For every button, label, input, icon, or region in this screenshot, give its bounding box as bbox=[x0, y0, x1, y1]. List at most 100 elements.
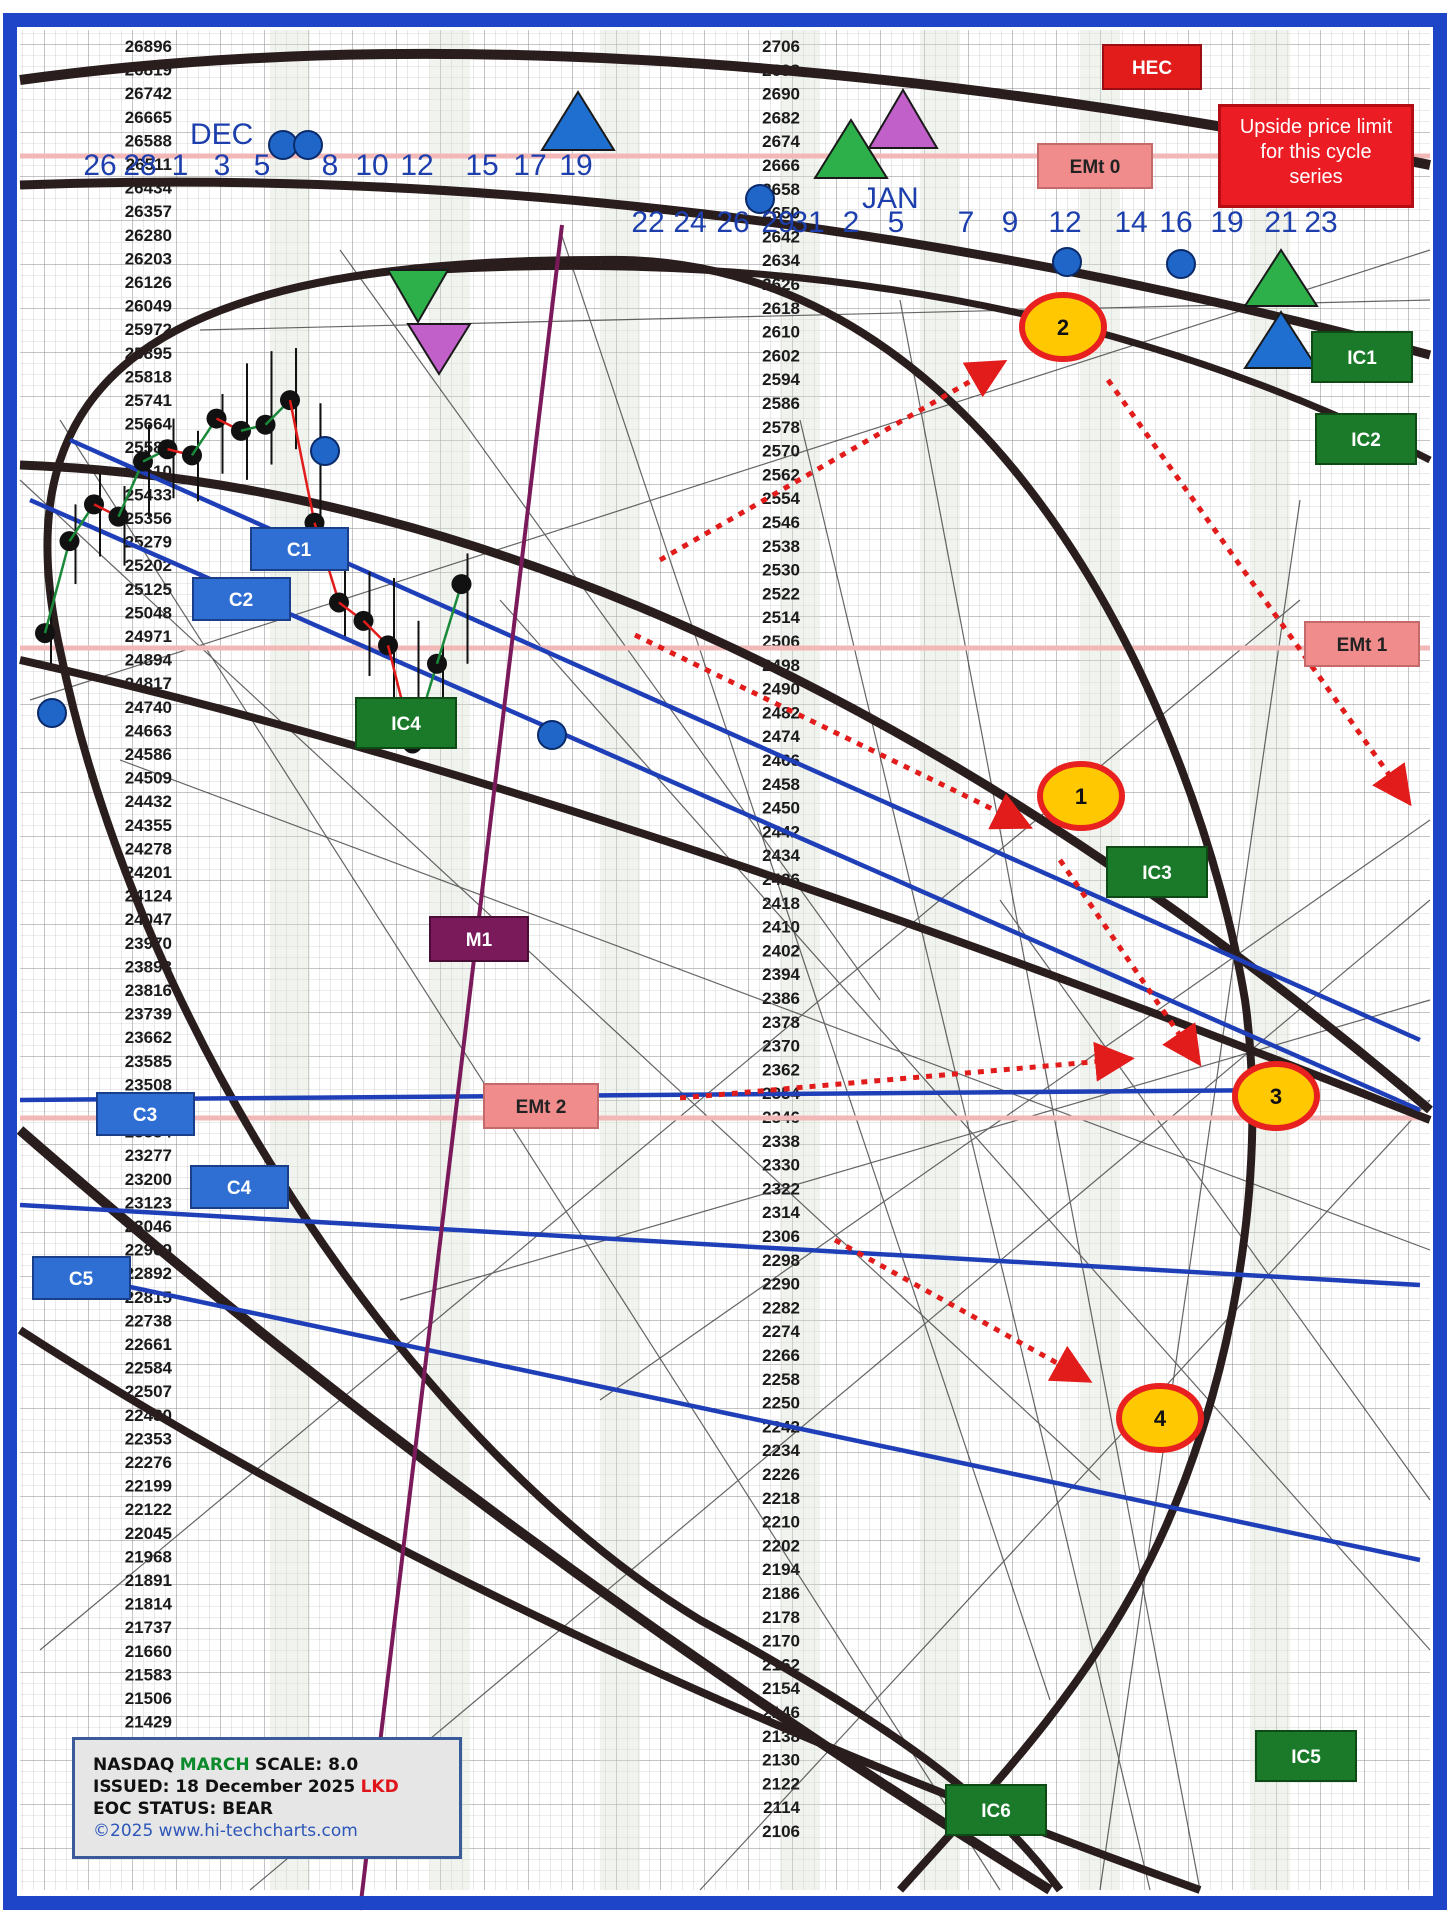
dot bbox=[37, 698, 67, 728]
info-issued: ISSUED: 18 December 2025 bbox=[93, 1777, 356, 1797]
price-tick-label: 23816 bbox=[125, 981, 172, 1000]
price-tick-label: 2194 bbox=[762, 1560, 800, 1579]
price-tick-label: 2586 bbox=[762, 394, 800, 413]
price-tick-label: 24740 bbox=[125, 698, 172, 717]
info-contract: MARCH bbox=[179, 1755, 250, 1775]
arc-ic6 bbox=[16, 1126, 1053, 1895]
price-tick-label: 25741 bbox=[125, 391, 172, 410]
date-label: 10 bbox=[355, 149, 388, 182]
markers: 2 1 3 4 bbox=[1019, 292, 1320, 1453]
bar-close bbox=[451, 574, 472, 595]
price-tick-label: 2434 bbox=[762, 846, 800, 865]
price-tick-label: 23277 bbox=[125, 1146, 172, 1165]
svg-text:EMt 2: EMt 2 bbox=[516, 1097, 567, 1118]
svg-text:C1: C1 bbox=[287, 540, 312, 561]
svg-text:C3: C3 bbox=[133, 1105, 157, 1126]
label-hec: HEC bbox=[1102, 44, 1202, 90]
price-tick-label: 2210 bbox=[762, 1513, 800, 1532]
price-tick-label: 25664 bbox=[125, 415, 173, 434]
price-tick-label: 22276 bbox=[125, 1453, 172, 1472]
grid bbox=[20, 30, 1430, 1890]
price-tick-label: 23200 bbox=[125, 1170, 172, 1189]
price-tick-label: 26665 bbox=[125, 108, 172, 127]
price-tick-label: 2330 bbox=[762, 1156, 800, 1175]
svg-text:EMt 0: EMt 0 bbox=[1070, 157, 1121, 178]
date-label: 23 bbox=[1304, 206, 1337, 239]
price-tick-label: 2682 bbox=[762, 108, 800, 127]
c4-line bbox=[19, 1202, 1421, 1288]
price-tick-label: 2282 bbox=[762, 1298, 800, 1317]
price-tick-label: 21583 bbox=[125, 1665, 172, 1684]
svg-text:IC5: IC5 bbox=[1291, 1747, 1321, 1768]
dot bbox=[745, 184, 775, 214]
date-label: 3 bbox=[214, 149, 231, 182]
date-label: 15 bbox=[465, 149, 498, 182]
price-tick-label: 2298 bbox=[762, 1251, 800, 1270]
dot bbox=[268, 130, 298, 160]
price-tick-label: 2562 bbox=[762, 465, 800, 484]
price-tick-label: 2250 bbox=[762, 1394, 800, 1413]
price-segment bbox=[288, 399, 316, 524]
label-c2: C2 bbox=[192, 577, 291, 621]
price-tick-label: 2186 bbox=[762, 1584, 800, 1603]
marker-4: 4 bbox=[1116, 1383, 1204, 1453]
label-ic1: IC1 bbox=[1311, 331, 1413, 383]
price-tick-label: 22122 bbox=[125, 1500, 172, 1519]
price-tick-label: 2178 bbox=[762, 1608, 800, 1627]
price-tick-label: 2554 bbox=[762, 489, 800, 508]
price-tick-label: 2170 bbox=[762, 1632, 800, 1651]
info-copyright: ©2025 www.hi-techcharts.com bbox=[93, 1821, 358, 1841]
svg-text:4: 4 bbox=[1154, 1406, 1167, 1431]
price-tick-label: 2234 bbox=[762, 1441, 800, 1460]
price-tick-label: 24278 bbox=[125, 839, 172, 858]
date-label: 9 bbox=[1002, 206, 1019, 239]
date-label: 12 bbox=[400, 149, 433, 182]
date-label: 26 bbox=[716, 206, 749, 239]
price-tick-label: 25202 bbox=[125, 556, 172, 575]
price-tick-label: 25279 bbox=[125, 533, 172, 552]
price-tick-label: 25972 bbox=[125, 320, 172, 339]
price-tick-label: 22584 bbox=[125, 1359, 173, 1378]
price-tick-label: 26511 bbox=[126, 155, 172, 174]
price-tick-label: 2362 bbox=[762, 1060, 800, 1079]
frame bbox=[3, 13, 1447, 1910]
info-scale: SCALE: 8.0 bbox=[255, 1755, 359, 1775]
c3-line bbox=[19, 1087, 1281, 1103]
price-segment bbox=[117, 460, 145, 518]
price-tick-label: 26896 bbox=[125, 37, 172, 56]
arc-ic2 bbox=[439, 262, 1432, 464]
dot bbox=[537, 720, 567, 750]
price-tick-label: 2602 bbox=[762, 346, 800, 365]
svg-text:EMt 1: EMt 1 bbox=[1337, 635, 1388, 656]
arc-ic1 bbox=[19, 177, 1432, 360]
price-tick-label: 24355 bbox=[125, 816, 172, 835]
price-tick-label: 2482 bbox=[762, 703, 800, 722]
price-tick-label: 2594 bbox=[762, 370, 800, 389]
marker-3: 3 bbox=[1232, 1061, 1320, 1131]
price-tick-label: 21429 bbox=[125, 1713, 172, 1732]
info-eoc: EOC STATUS: BEAR bbox=[93, 1799, 273, 1819]
label-c5: C5 bbox=[32, 1256, 131, 1300]
svg-text:HEC: HEC bbox=[1132, 58, 1172, 79]
price-tick-label: 2690 bbox=[762, 85, 800, 104]
triangle-up bbox=[1243, 248, 1319, 307]
price-tick-label: 2530 bbox=[762, 561, 800, 580]
label-emt1: EMt 1 bbox=[1304, 621, 1420, 667]
svg-text:IC6: IC6 bbox=[981, 1801, 1011, 1822]
label-ic5: IC5 bbox=[1255, 1730, 1357, 1782]
price-tick-label: 2290 bbox=[762, 1275, 800, 1294]
price-tick-label: 25125 bbox=[125, 580, 172, 599]
price-tick-label: 21968 bbox=[125, 1547, 172, 1566]
price-tick-label: 2634 bbox=[762, 251, 800, 270]
date-label: 19 bbox=[559, 149, 592, 182]
line-labels: HEC EMt 0 EMt 1 EMt 2 C1 C2 C3 C4 C5 IC1… bbox=[32, 44, 1420, 1836]
label-c3: C3 bbox=[96, 1092, 195, 1136]
arc-ellipse bbox=[43, 256, 1064, 1893]
label-emt2: EMt 2 bbox=[483, 1083, 599, 1129]
price-tick-label: 22892 bbox=[125, 1264, 172, 1283]
date-label: 26 bbox=[83, 149, 116, 182]
price-tick-label: 2458 bbox=[762, 775, 800, 794]
price-tick-label: 24509 bbox=[125, 769, 172, 788]
price-tick-label: 23508 bbox=[125, 1075, 172, 1094]
svg-text:IC3: IC3 bbox=[1142, 863, 1172, 884]
